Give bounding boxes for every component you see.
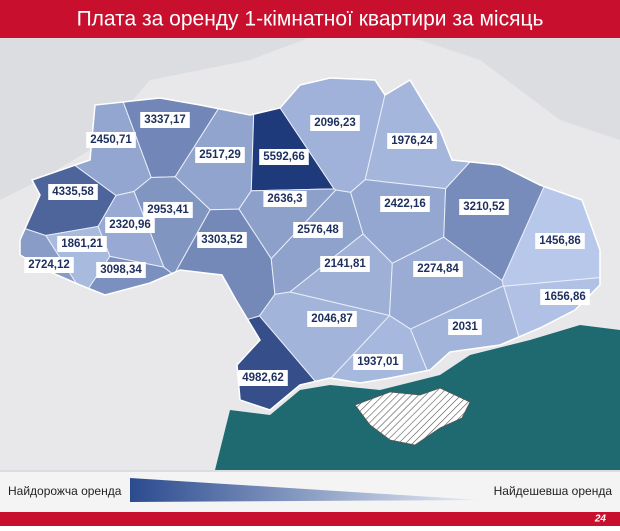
region-label: 3337,17 <box>144 114 186 126</box>
region-label: 2636,3 <box>267 193 302 205</box>
region-label: 2031 <box>452 321 478 333</box>
label-box <box>380 196 430 212</box>
labels: 3337,17 2450,71 2517,29 5592,66 2096,23 1976,… <box>24 112 590 386</box>
label-box <box>238 370 288 386</box>
label-box <box>320 256 370 272</box>
label-box <box>387 133 437 149</box>
label-box <box>307 311 357 327</box>
region-label: 1937,01 <box>357 356 399 368</box>
region-label: 5592,66 <box>263 151 305 163</box>
region-label: 2576,48 <box>297 224 339 236</box>
legend-low: Найдешевша оренда <box>494 484 613 498</box>
label-box <box>143 202 193 218</box>
logo: 24 <box>594 514 607 525</box>
label-box <box>24 257 74 273</box>
region-label: 1976,24 <box>391 135 433 147</box>
region-label: 2320,96 <box>109 219 151 231</box>
footer-bar <box>0 512 620 526</box>
region-label: 3303,52 <box>201 234 243 246</box>
label-box <box>57 236 107 252</box>
region-label: 2724,12 <box>28 259 70 271</box>
region-label: 4335,58 <box>52 186 94 198</box>
label-box <box>86 132 136 148</box>
label-box <box>105 217 155 233</box>
region-label: 2953,41 <box>147 204 189 216</box>
label-box <box>448 319 482 335</box>
legend-gradient <box>130 478 480 502</box>
header-bar <box>0 0 620 38</box>
label-box <box>535 233 585 249</box>
label-box <box>413 261 463 277</box>
label-box <box>48 184 98 200</box>
label-box <box>195 147 245 163</box>
label-box <box>353 354 403 370</box>
region-label: 2450,71 <box>90 134 132 146</box>
label-box <box>96 262 146 278</box>
region-label: 2422,16 <box>384 198 426 210</box>
region-label: 2096,23 <box>314 117 356 129</box>
title: Плата за оренду 1-кімнатної квартири за … <box>77 8 544 31</box>
region-label: 2274,84 <box>417 263 459 275</box>
region-label: 3210,52 <box>463 201 505 213</box>
region-label: 4982,62 <box>242 372 284 384</box>
label-box <box>197 232 247 248</box>
crimea <box>354 387 471 446</box>
region-label: 3098,34 <box>100 264 142 276</box>
region-label: 2517,29 <box>199 149 241 161</box>
region-label: 2141,81 <box>324 258 366 270</box>
region-label: 1456,86 <box>539 235 581 247</box>
label-box <box>263 191 307 207</box>
label-box <box>540 289 590 305</box>
label-box <box>459 199 509 215</box>
label-box <box>310 115 360 131</box>
region-label: 1861,21 <box>61 238 103 250</box>
legend-high: Найдорожча оренда <box>8 484 122 498</box>
region-label: 1656,86 <box>544 291 586 303</box>
region-label: 2046,87 <box>311 313 353 325</box>
label-box <box>259 149 309 165</box>
label-box <box>140 112 190 128</box>
label-box <box>293 222 343 238</box>
